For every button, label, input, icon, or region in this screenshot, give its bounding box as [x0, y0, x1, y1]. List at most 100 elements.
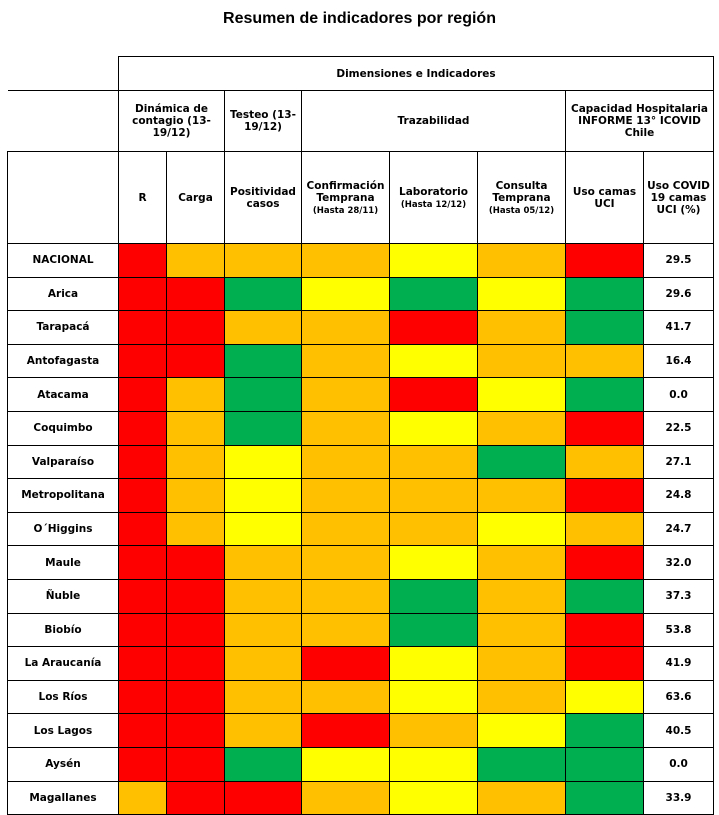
cell-consulta: [477, 444, 566, 480]
cell-confirmacion: [301, 343, 390, 379]
col-r: R: [118, 151, 167, 244]
cell-uso-covid-value: 41.7: [643, 310, 714, 345]
cell-positividad: [224, 780, 302, 815]
cell-confirmacion: [301, 410, 390, 446]
cell-r: [118, 780, 167, 815]
region-name: Los Ríos: [7, 679, 119, 715]
cell-consulta: [477, 545, 566, 580]
cell-consulta: [477, 410, 566, 446]
table-row: Maule 32.0: [7, 545, 714, 580]
cell-r: [118, 276, 167, 312]
region-name: La Araucanía: [7, 646, 119, 681]
cell-positividad: [224, 578, 302, 614]
cell-consulta: [477, 343, 566, 379]
cell-laboratorio: [389, 746, 478, 782]
cell-carga: [166, 511, 225, 547]
cell-positividad: [224, 410, 302, 446]
cell-confirmacion: [301, 612, 390, 648]
cell-r: [118, 713, 167, 748]
region-name: Los Lagos: [7, 713, 119, 748]
cell-laboratorio: [389, 646, 478, 681]
col-consulta: Consulta Temprana (Hasta 05/12): [477, 151, 566, 244]
col-consulta-label: Consulta Temprana: [492, 179, 551, 204]
cell-positividad: [224, 746, 302, 782]
cell-uso-camas: [565, 746, 644, 782]
cell-confirmacion: [301, 545, 390, 580]
cell-confirmacion: [301, 679, 390, 715]
cell-uso-covid-value: 33.9: [643, 780, 714, 815]
cell-confirmacion: [301, 713, 390, 748]
col-laboratorio: Laboratorio (Hasta 12/12): [389, 151, 478, 244]
cell-uso-covid-value: 32.0: [643, 545, 714, 580]
group-testeo: Testeo (13-19/12): [224, 90, 302, 152]
cell-uso-covid-value: 29.5: [643, 243, 714, 278]
cell-positividad: [224, 276, 302, 312]
cell-positividad: [224, 545, 302, 580]
region-name: Ñuble: [7, 578, 119, 614]
cell-r: [118, 243, 167, 278]
cell-uso-camas: [565, 310, 644, 345]
table-row: Biobío 53.8: [7, 612, 714, 648]
col-laboratorio-sub: (Hasta 12/12): [400, 199, 467, 210]
cell-confirmacion: [301, 780, 390, 815]
region-name: Valparaíso: [7, 444, 119, 480]
cell-laboratorio: [389, 410, 478, 446]
table-row: Tarapacá 41.7: [7, 310, 714, 345]
cell-confirmacion: [301, 243, 390, 278]
cell-uso-camas: [565, 780, 644, 815]
cell-carga: [166, 478, 225, 513]
cell-positividad: [224, 310, 302, 345]
cell-r: [118, 444, 167, 480]
col-laboratorio-label: Laboratorio: [399, 185, 468, 198]
cell-consulta: [477, 310, 566, 345]
cell-uso-covid-value: 0.0: [643, 377, 714, 412]
cell-uso-camas: [565, 276, 644, 312]
cell-confirmacion: [301, 377, 390, 412]
region-name: Aysén: [7, 746, 119, 782]
cell-positividad: [224, 478, 302, 513]
cell-carga: [166, 310, 225, 345]
cell-uso-camas: [565, 343, 644, 379]
cell-confirmacion: [301, 444, 390, 480]
cell-uso-camas: [565, 679, 644, 715]
cell-r: [118, 310, 167, 345]
col-confirmacion-label: Confirmación Temprana: [306, 179, 385, 204]
cell-uso-covid-value: 24.8: [643, 478, 714, 513]
cell-laboratorio: [389, 780, 478, 815]
cell-uso-covid-value: 41.9: [643, 646, 714, 681]
cell-laboratorio: [389, 377, 478, 412]
page-title: Resumen de indicadores por región: [223, 10, 496, 27]
cell-consulta: [477, 276, 566, 312]
cell-positividad: [224, 612, 302, 648]
cell-confirmacion: [301, 746, 390, 782]
cell-laboratorio: [389, 612, 478, 648]
table-row: Arica 29.6: [7, 276, 714, 312]
col-positividad: Positividad casos: [224, 151, 302, 244]
cell-r: [118, 511, 167, 547]
cell-uso-camas: [565, 545, 644, 580]
cell-uso-camas: [565, 713, 644, 748]
cell-carga: [166, 612, 225, 648]
table-row: Magallanes 33.9: [7, 780, 714, 815]
cell-uso-covid-value: 0.0: [643, 746, 714, 782]
corner-blank: [7, 56, 119, 91]
table-row: Coquimbo 22.5: [7, 410, 714, 446]
cell-consulta: [477, 746, 566, 782]
cell-uso-covid-value: 27.1: [643, 444, 714, 480]
cell-carga: [166, 746, 225, 782]
table-row: Aysén 0.0: [7, 746, 714, 782]
cell-positividad: [224, 377, 302, 412]
cell-laboratorio: [389, 578, 478, 614]
cell-carga: [166, 780, 225, 815]
col-uso-camas: Uso camas UCI: [565, 151, 644, 244]
cell-uso-camas: [565, 511, 644, 547]
cell-uso-covid-value: 40.5: [643, 713, 714, 748]
cell-consulta: [477, 679, 566, 715]
cell-uso-covid-value: 24.7: [643, 511, 714, 547]
table-row: Los Ríos 63.6: [7, 679, 714, 715]
cell-uso-camas: [565, 612, 644, 648]
cell-confirmacion: [301, 646, 390, 681]
indicators-table: Dimensiones e Indicadores Dinámica de co…: [7, 56, 714, 815]
region-name: Biobío: [7, 612, 119, 648]
cell-uso-camas: [565, 578, 644, 614]
